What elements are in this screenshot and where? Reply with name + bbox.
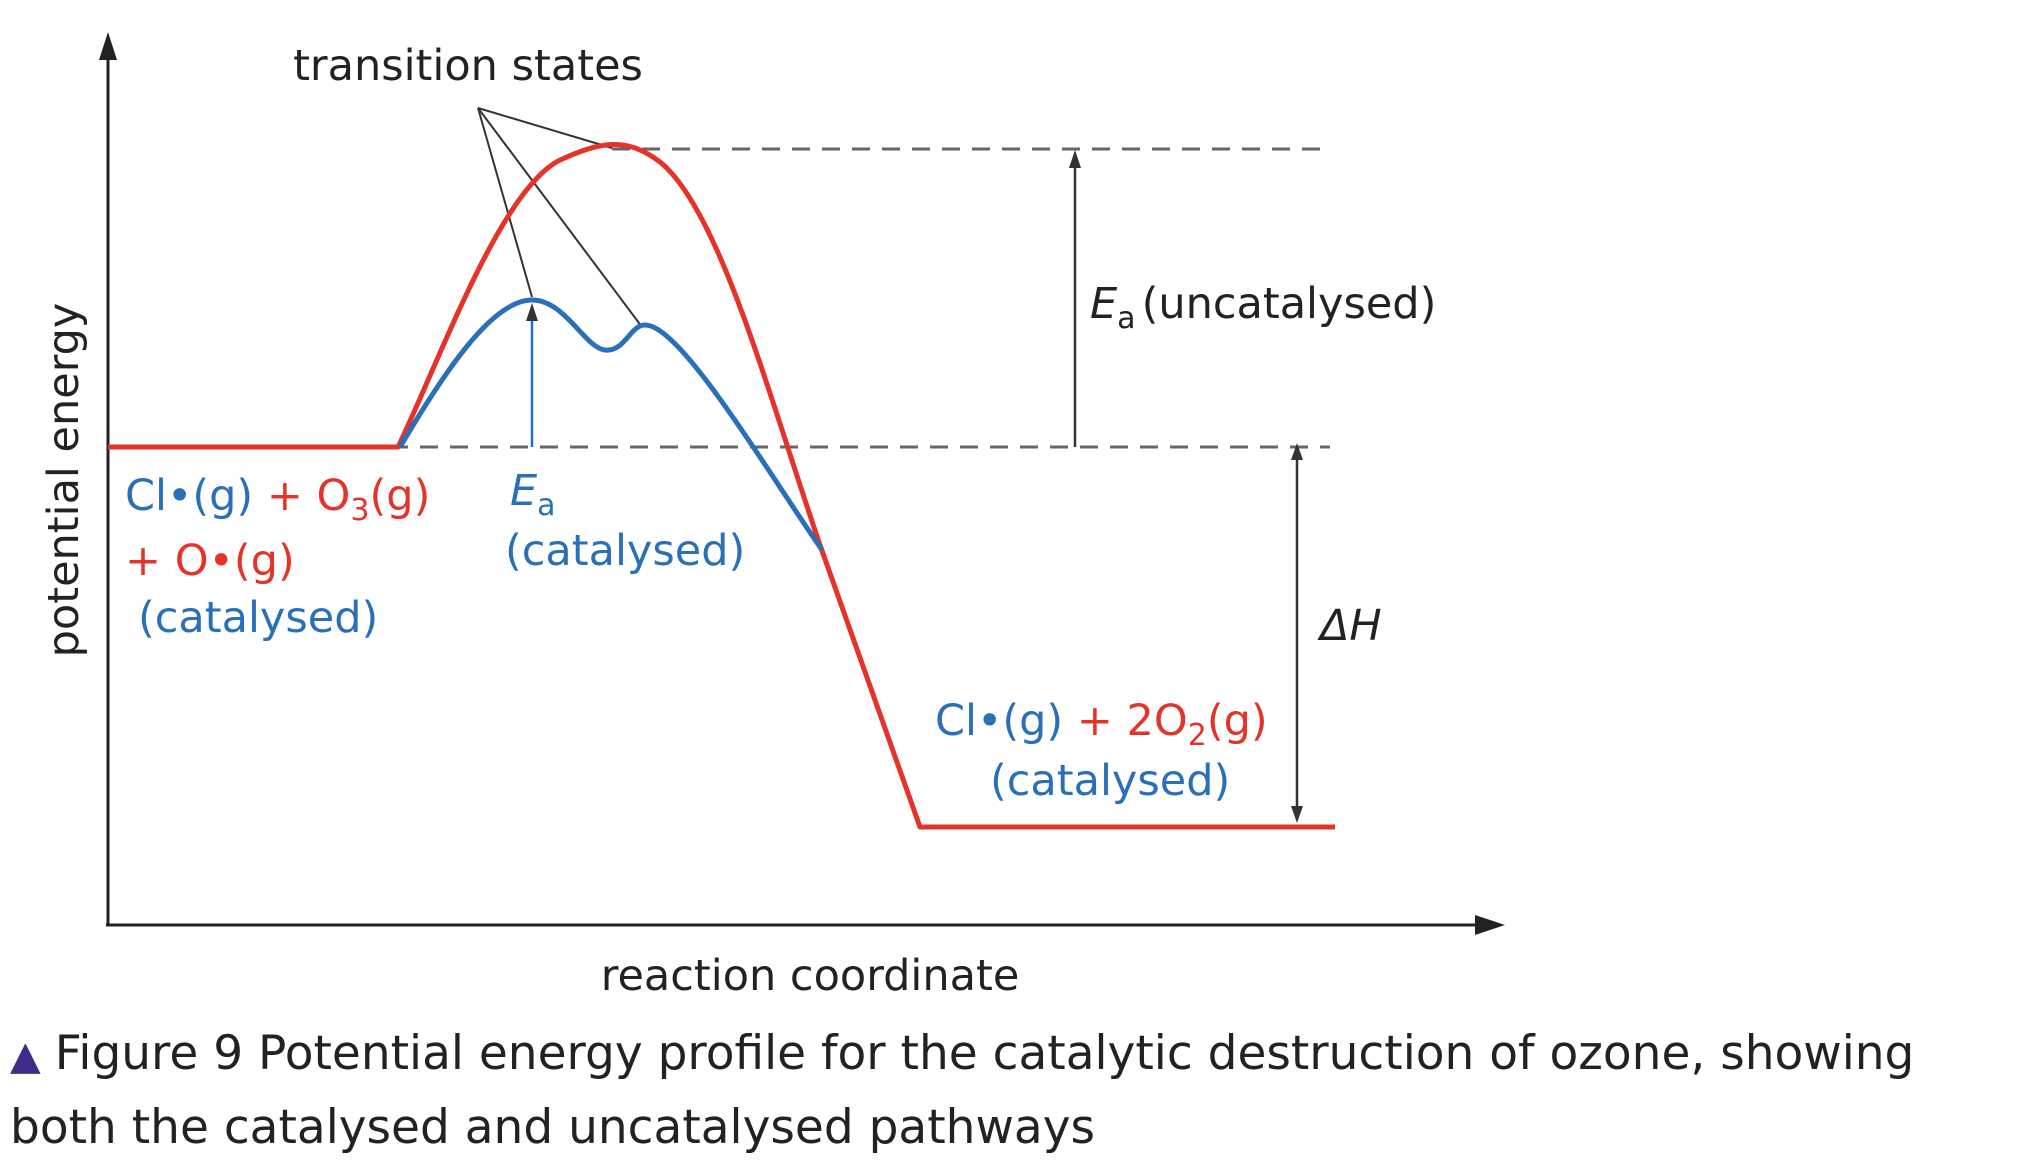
y-axis-label: potential energy <box>39 303 89 658</box>
ts-pointer-line <box>477 107 533 298</box>
products-oxygen-state: (g) <box>1207 696 1268 746</box>
ea-catalysed-e: E <box>510 466 538 516</box>
x-axis-label: reaction coordinate <box>601 951 1020 1001</box>
reactants-label-line3: (catalysed) <box>138 593 378 643</box>
delta-h-bottom-arrowhead-icon <box>1291 806 1303 823</box>
x-axis-arrow-icon <box>1475 915 1505 935</box>
reactants-label-line2: + O•(g) <box>125 536 295 586</box>
transition-states-label: transition states <box>293 41 643 91</box>
ea-uncatalysed-label: Ea (uncatalysed) <box>1090 279 1436 336</box>
ea-uncatalysed-arrowhead-icon <box>1069 150 1081 168</box>
reactants-label-line1: Cl•(g) + O3(g) <box>125 471 430 528</box>
y-axis-arrow-icon <box>99 32 117 60</box>
reactants-cl-radical: Cl•(g) <box>125 471 253 521</box>
uncatalysed-pathway-curve <box>108 142 1335 830</box>
reactants-ozone-subscript: 3 <box>350 493 369 528</box>
delta-h-label: ΔH <box>1317 601 1382 651</box>
delta-h-top-arrowhead-icon <box>1291 443 1303 460</box>
energy-profile-diagram: potential energy reaction coordinate tra… <box>39 32 1505 1001</box>
reactants-ozone-state: (g) <box>370 471 431 521</box>
products-label-line2: (catalysed) <box>990 756 1230 806</box>
ea-catalysed-note: (catalysed) <box>505 526 745 576</box>
ea-uncatalysed-subscript: a <box>1117 301 1135 336</box>
ea-catalysed-symbol: Ea <box>510 466 556 523</box>
ea-uncatalysed-note: (uncatalysed) <box>1142 279 1437 329</box>
reactants-ozone: + O <box>253 471 350 521</box>
products-oxygen: + 2O <box>1063 696 1188 746</box>
ea-catalysed-subscript: a <box>537 488 555 523</box>
catalysed-pathway-curve <box>397 297 825 552</box>
triangle-up-icon: ▲ <box>10 1033 41 1079</box>
products-label-line1: Cl•(g) + 2O2(g) <box>935 696 1268 753</box>
figure-caption: ▲ Figure 9 Potential energy profile for t… <box>10 1018 2020 1164</box>
ts-pointer-line <box>477 107 613 149</box>
ea-catalysed-arrowhead-icon <box>526 303 538 321</box>
products-oxygen-subscript: 2 <box>1188 718 1207 753</box>
caption-text: Figure 9 Potential energy profile for th… <box>10 1026 1915 1155</box>
ts-pointer-line <box>477 107 643 328</box>
ea-uncatalysed-e: E <box>1090 279 1118 329</box>
products-cl-radical: Cl•(g) <box>935 696 1063 746</box>
